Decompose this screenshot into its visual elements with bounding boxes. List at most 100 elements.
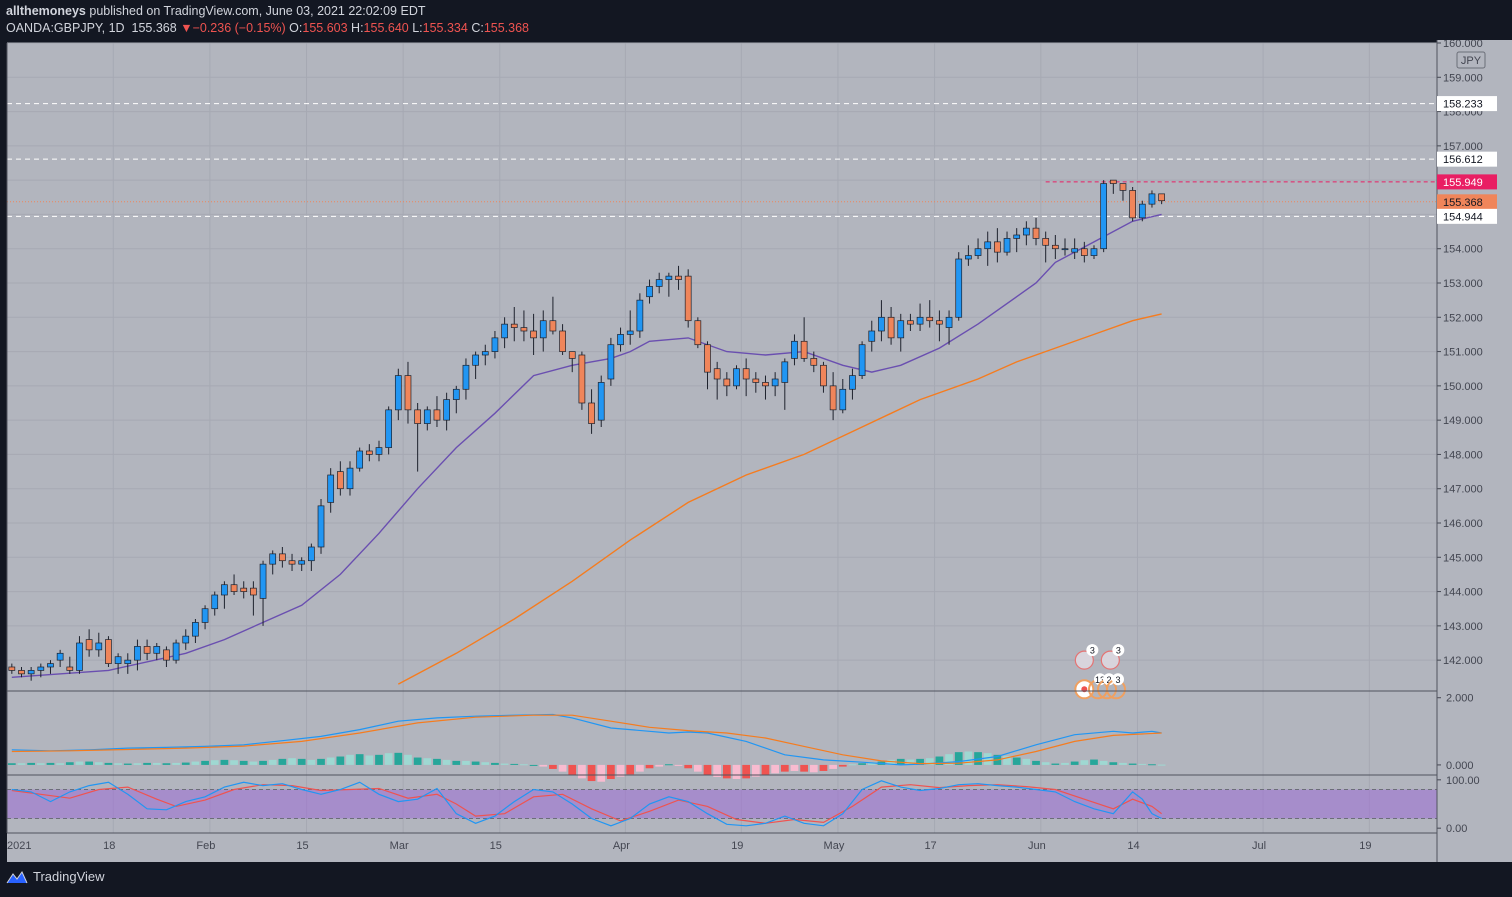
event-markers[interactable]: 3 313 2 3 (1074, 644, 1126, 700)
macd-histogram-bar (809, 764, 818, 773)
price-tick-label: 149.000 (1443, 415, 1483, 427)
macd-histogram-bar (607, 764, 615, 780)
macd-histogram-bar (442, 759, 451, 765)
macd-histogram-bar (104, 762, 113, 765)
candle-body (336, 471, 344, 490)
candle-body (994, 241, 1001, 253)
candle-body (414, 409, 421, 424)
macd-histogram-bar (858, 763, 866, 765)
symbol-label[interactable]: OANDA:GBPJPY, 1D (6, 21, 125, 35)
candle-body (298, 560, 306, 565)
candle-body (365, 450, 373, 455)
candle-body (520, 327, 528, 332)
event-count-bubble (1112, 644, 1125, 657)
macd-histogram-bar (906, 759, 915, 765)
macd-histogram-bar (172, 762, 180, 765)
macd-histogram-bar (1109, 762, 1118, 765)
price-tick-label: 142.000 (1443, 655, 1483, 667)
candle-body (472, 354, 479, 366)
macd-histogram-bar (433, 758, 441, 765)
candle-body (443, 399, 450, 421)
candle-body (192, 622, 199, 637)
uk-flag-icon (1074, 650, 1094, 670)
candle-body (858, 344, 866, 376)
price-badge-label: 156.612 (1443, 154, 1483, 166)
price-badge (1437, 208, 1497, 224)
candle-body (240, 587, 248, 592)
macd-histogram-bar (326, 757, 335, 765)
event-count-bubble (1111, 673, 1124, 686)
candle-body (1051, 244, 1059, 250)
macd-histogram-bar (201, 760, 209, 765)
macd-histogram-bar (162, 763, 171, 765)
candle-body (665, 275, 673, 280)
time-axis-bg (7, 833, 1512, 862)
candle-body (781, 361, 789, 383)
macd-histogram-bar (1090, 759, 1098, 765)
close-label: C: (471, 21, 484, 35)
brand-text: TradingView (33, 869, 105, 884)
time-tick-label: 19 (731, 840, 743, 852)
candle-body (1148, 193, 1156, 205)
macd-histogram-bar (220, 759, 229, 765)
close-value: 155.368 (483, 21, 530, 35)
macd-histogram-bar (336, 756, 345, 765)
signal-line (11, 714, 1162, 765)
macd-histogram-bar (471, 761, 480, 765)
candle-body (878, 316, 885, 332)
macd-histogram-bar (114, 763, 122, 765)
event-count: 13 (1095, 675, 1105, 685)
price-tick-label: 157.000 (1443, 141, 1483, 153)
candle-body (375, 447, 383, 455)
candle-body (56, 652, 64, 661)
tradingview-brand[interactable]: TradingView (6, 869, 105, 884)
macd-histogram-bar (529, 764, 538, 766)
macd-histogram-bar (143, 762, 151, 765)
candle-body (85, 639, 93, 651)
macd-histogram-bar (413, 757, 422, 765)
macd-histogram-bar (790, 764, 799, 771)
time-tick-label: 2021 (7, 840, 31, 852)
candle-body (221, 584, 228, 596)
author-name[interactable]: allthemoneys (6, 4, 86, 18)
candle-body (578, 354, 586, 404)
candle-body (675, 275, 682, 280)
macd-histogram-bar (693, 764, 702, 772)
change-down-icon: ▼ (180, 21, 193, 35)
macd-histogram-bar (838, 764, 847, 767)
price-badge-label: 155.368 (1443, 197, 1483, 209)
macd-histogram-bar (520, 764, 528, 766)
price-badge (1437, 174, 1497, 190)
macd-histogram-bar (664, 764, 673, 766)
candle-body (694, 320, 702, 346)
price-tick-label: 152.000 (1443, 312, 1483, 324)
macd-histogram-bar (819, 764, 828, 771)
candle-body (1061, 248, 1069, 251)
high-value: 155.640 (363, 21, 409, 35)
price-tick-label: 150.000 (1443, 381, 1483, 393)
macd-histogram-bar (1070, 761, 1079, 765)
stoch-tick-label: 100.00 (1446, 775, 1480, 787)
candle-body (829, 385, 837, 411)
candle-body (984, 241, 992, 250)
macd-histogram-bar (1012, 757, 1021, 765)
candle-body (713, 368, 721, 380)
published-text: published on TradingView.com, June 03, 2… (89, 4, 426, 18)
candle-body (317, 505, 325, 548)
candle-body (37, 666, 45, 671)
price-change: −0.236 (−0.15%) (192, 21, 286, 35)
stoch-tick-label: 0.00 (1446, 823, 1467, 835)
high-label: H: (351, 21, 364, 35)
last-price: 155.368 (131, 21, 177, 35)
macd-histogram-bar (916, 758, 924, 765)
candle-body (385, 409, 393, 448)
price-tick-label: 146.000 (1443, 518, 1483, 530)
candle-body (762, 382, 769, 387)
candle-body (308, 546, 315, 562)
macd-histogram-bar (268, 759, 277, 765)
macd-histogram-bar (1157, 764, 1166, 766)
macd-histogram-bar (375, 754, 383, 765)
macd-histogram-bar (249, 761, 258, 765)
macd-histogram-bar (935, 756, 944, 765)
